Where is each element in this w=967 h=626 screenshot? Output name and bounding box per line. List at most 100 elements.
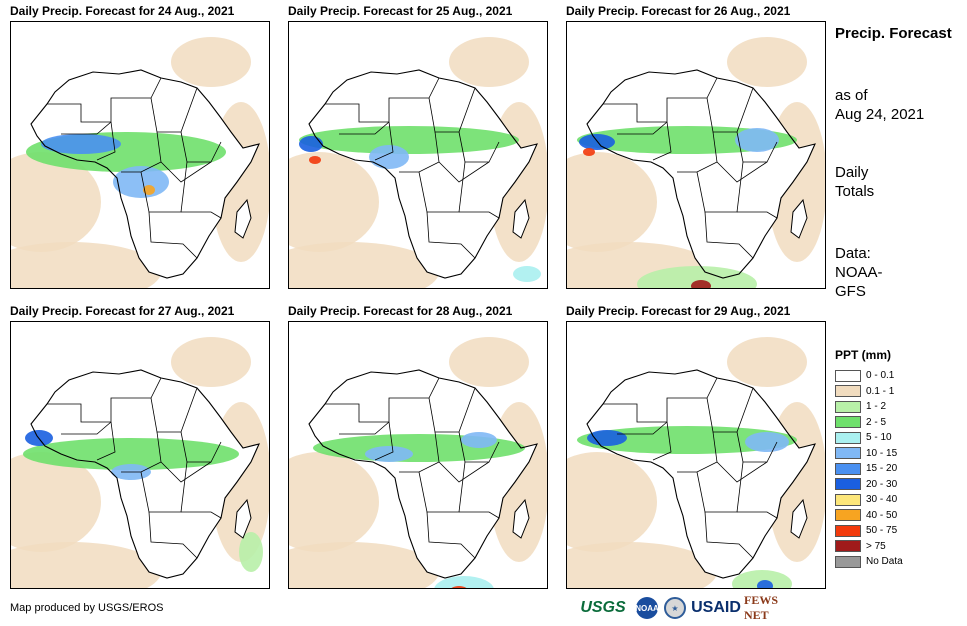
- dry-area: [289, 542, 439, 588]
- country-border: [160, 461, 212, 483]
- panel-title: Daily Precip. Forecast for 28 Aug., 2021: [288, 304, 513, 318]
- dry-area: [567, 152, 657, 252]
- country-border: [617, 421, 668, 435]
- legend: PPT (mm) 0 - 0.1 0.1 - 1 1 - 2 2 - 5 5 - 10 1…: [835, 348, 955, 570]
- dry-area: [449, 337, 529, 387]
- dry-area: [171, 337, 251, 387]
- legend-label: 0 - 0.1: [866, 370, 895, 382]
- coastline: [30, 69, 260, 279]
- country-border: [704, 511, 754, 559]
- dry-area: [11, 452, 101, 552]
- rain-area: [735, 128, 779, 152]
- country-border: [737, 511, 778, 519]
- legend-label: No Data: [866, 556, 903, 568]
- rain-area: [637, 266, 757, 288]
- country-border: [716, 461, 768, 483]
- country-border: [150, 87, 198, 133]
- dry-area: [11, 542, 161, 588]
- rain-area: [309, 156, 321, 164]
- dry-area: [289, 152, 379, 252]
- country-border: [181, 211, 222, 219]
- rain-area: [434, 576, 494, 588]
- country-border: [704, 211, 754, 259]
- africa-map: [11, 37, 269, 288]
- forecast-map-6: [566, 321, 826, 589]
- country-border: [121, 131, 162, 173]
- country-border: [181, 511, 222, 519]
- panel-title: Daily Precip. Forecast for 29 Aug., 2021: [566, 304, 791, 318]
- as-of-label: as of: [835, 87, 868, 104]
- country-border: [696, 461, 744, 513]
- country-border: [140, 461, 188, 513]
- legend-rows: 0 - 0.1 0.1 - 1 1 - 2 2 - 5 5 - 10 10 - 15 15 …: [835, 368, 955, 570]
- forecast-map-4: [10, 321, 270, 589]
- legend-item: 40 - 50: [835, 508, 955, 524]
- country-border: [677, 431, 718, 473]
- dry-area: [289, 452, 379, 552]
- dry-area: [11, 152, 101, 252]
- rain-area: [369, 145, 409, 169]
- rain-area: [299, 136, 323, 152]
- forecast-date: Aug 24, 2021: [835, 106, 925, 123]
- rain-area: [41, 134, 121, 154]
- legend-label: 40 - 50: [866, 509, 898, 521]
- legend-label: 20 - 30: [866, 478, 898, 490]
- legend-swatch: [835, 540, 861, 553]
- rain-area: [587, 430, 627, 446]
- madagascar: [790, 198, 808, 239]
- country-border: [374, 421, 394, 461]
- fews-net-logo: FEWS NET: [744, 593, 779, 622]
- legend-label: 10 - 15: [866, 447, 898, 459]
- africa-map: [289, 337, 547, 588]
- country-border: [96, 421, 116, 461]
- map-credit: Map produced by USGS/EROS: [10, 602, 164, 614]
- dry-area: [289, 242, 439, 288]
- rain-area: [583, 148, 595, 156]
- country-border: [652, 421, 672, 461]
- dry-area: [567, 452, 657, 552]
- forecast-panel-1: Daily Precip. Forecast for 24 Aug., 2021: [10, 3, 270, 289]
- country-border: [339, 421, 390, 435]
- forecast-map-1: [10, 21, 270, 289]
- rain-area: [461, 432, 497, 448]
- country-border: [148, 211, 198, 259]
- legend-swatch: [835, 431, 861, 444]
- legend-swatch: [835, 416, 861, 429]
- africa-map: [567, 37, 825, 288]
- legend-item: 5 - 10: [835, 430, 955, 446]
- dry-area: [727, 37, 807, 87]
- legend-item: > 75: [835, 539, 955, 555]
- legend-swatch: [835, 524, 861, 537]
- country-border: [736, 431, 778, 463]
- country-border: [180, 131, 222, 163]
- country-border: [140, 161, 188, 213]
- data-source-2: GFS: [835, 283, 866, 300]
- rain-area: [579, 134, 615, 150]
- country-border: [399, 131, 440, 173]
- rain-area: [732, 570, 792, 588]
- panel-title: Daily Precip. Forecast for 24 Aug., 2021: [10, 4, 235, 18]
- country-border: [696, 161, 744, 213]
- country-border: [706, 387, 754, 433]
- legend-swatch: [835, 493, 861, 506]
- country-border: [61, 121, 112, 135]
- rain-area: [513, 266, 541, 282]
- rain-area: [143, 185, 155, 195]
- dry-area: [449, 37, 529, 87]
- coastline: [308, 69, 538, 279]
- country-border: [61, 421, 112, 435]
- country-border: [374, 121, 394, 161]
- country-border: [418, 461, 466, 513]
- legend-label: 15 - 20: [866, 463, 898, 475]
- dry-area: [171, 37, 251, 87]
- country-border: [459, 511, 500, 519]
- panel-title: Daily Precip. Forecast for 26 Aug., 2021: [566, 4, 791, 18]
- country-border: [121, 431, 162, 473]
- rain-area: [757, 580, 773, 588]
- africa-map: [11, 337, 269, 588]
- country-border: [428, 387, 476, 433]
- country-border: [458, 431, 500, 463]
- legend-item: 0 - 0.1: [835, 368, 955, 384]
- country-border: [459, 211, 500, 219]
- panel-title: Daily Precip. Forecast for 27 Aug., 2021: [10, 304, 235, 318]
